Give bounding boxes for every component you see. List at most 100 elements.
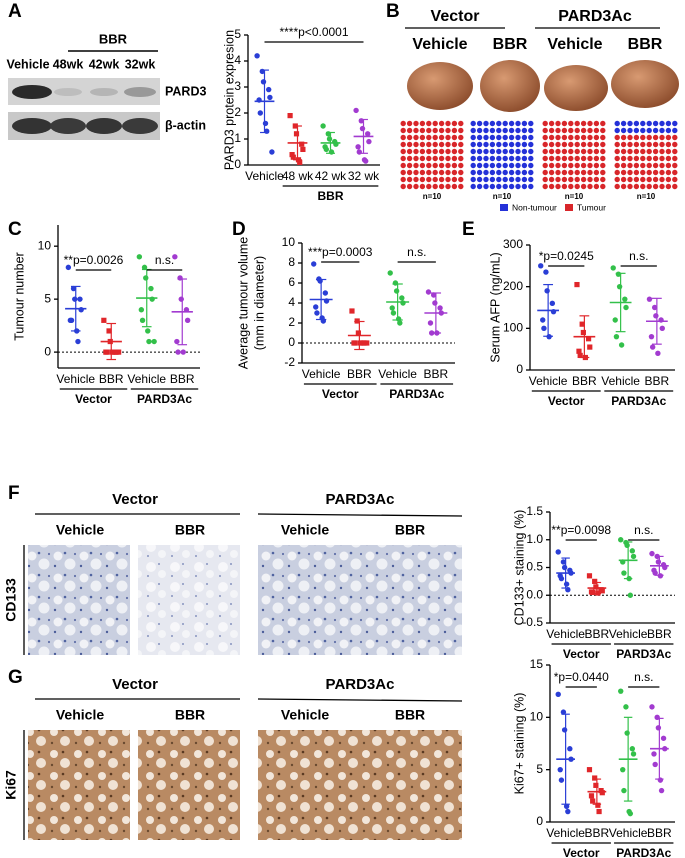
y-tick-label: 4 — [288, 295, 295, 309]
waffle-dot — [587, 148, 593, 155]
x-tick-label: BBR — [585, 826, 610, 840]
blot-band — [124, 87, 156, 97]
data-point — [180, 349, 186, 355]
waffle-dot — [542, 169, 548, 176]
waffle-dot — [614, 134, 620, 141]
y-tick-label: 1 — [234, 131, 241, 145]
data-point — [618, 537, 624, 543]
waffle-dot — [672, 183, 678, 190]
waffle-dot — [561, 183, 568, 190]
data-point — [561, 727, 568, 733]
data-point — [151, 338, 157, 345]
waffle-dot — [574, 169, 580, 176]
data-point — [620, 766, 626, 773]
waffle-dot — [489, 183, 496, 190]
waffle-dot — [451, 183, 458, 190]
waffle-dot — [419, 148, 426, 155]
waffle-dot — [470, 120, 476, 127]
waffle-dot — [419, 162, 426, 169]
data-point — [651, 304, 658, 311]
waffle-dot — [438, 162, 445, 169]
data-point — [627, 810, 634, 817]
waffle-dot — [400, 162, 406, 169]
waffle-dot — [548, 183, 555, 190]
data-point — [590, 589, 596, 596]
waffle-dot — [640, 141, 646, 148]
liver-photo — [611, 60, 679, 108]
histology-group: Vector — [112, 491, 158, 508]
y-tick-label: 15 — [530, 657, 544, 671]
waffle-dot — [555, 176, 561, 183]
waffle-dot — [432, 141, 438, 148]
waffle-dot — [502, 183, 508, 190]
waffle-dot — [515, 169, 521, 176]
data-point — [352, 340, 358, 346]
data-point — [387, 270, 393, 276]
data-point — [397, 320, 403, 326]
liver-column: Vehicle — [547, 36, 602, 53]
waffle-dot — [515, 127, 521, 134]
waffle-dot — [640, 120, 646, 127]
waffle-dot — [593, 120, 600, 127]
waffle-dot — [489, 155, 496, 162]
y-tick-label: 6 — [288, 275, 295, 289]
waffle-dot — [646, 141, 652, 148]
histology-image — [360, 730, 462, 840]
waffle-dot — [489, 134, 496, 141]
x-tick-label: BBR — [572, 374, 597, 388]
waffle-dot — [458, 120, 464, 127]
waffle-dot — [633, 176, 640, 183]
x-tick-label: Vehicle — [56, 372, 95, 386]
waffle-dot — [633, 134, 640, 141]
waffle-dot — [600, 169, 606, 176]
data-point — [290, 154, 296, 160]
data-point — [538, 263, 544, 269]
data-point — [257, 110, 263, 116]
data-point — [560, 559, 567, 565]
data-point — [653, 313, 659, 319]
waffle-dot — [561, 169, 568, 176]
data-point — [623, 704, 629, 710]
waffle-dot — [672, 155, 678, 162]
waffle-dot — [496, 141, 502, 148]
waffle-dot — [593, 127, 600, 134]
waffle-dot — [451, 148, 458, 155]
waffle-dot — [652, 141, 659, 148]
waffle-dot — [627, 183, 633, 190]
waffle-dot — [521, 141, 528, 148]
y-tick-label: 5 — [44, 291, 51, 305]
waffle-dot — [476, 183, 483, 190]
data-point — [592, 578, 598, 584]
data-point — [649, 344, 656, 350]
waffle-dot — [672, 176, 678, 183]
waffle-dot — [652, 127, 659, 134]
waffle-dot — [659, 120, 665, 127]
waffle-dot — [451, 162, 458, 169]
liver-group: PARD3Ac — [558, 8, 632, 25]
histology-group: PARD3Ac — [326, 676, 395, 693]
waffle-dot — [528, 183, 534, 190]
waffle-dot — [627, 162, 633, 169]
waffle-dot — [496, 120, 502, 127]
data-point — [560, 709, 567, 715]
waffle-dot — [445, 176, 451, 183]
waffle-dot — [528, 134, 534, 141]
data-point — [77, 296, 83, 302]
data-point — [430, 292, 437, 298]
waffle-dot — [502, 141, 508, 148]
waffle-dot — [445, 148, 451, 155]
waffle-dot — [489, 148, 496, 155]
data-point — [393, 288, 400, 294]
histology-group-line — [257, 513, 463, 517]
waffle-dot — [476, 176, 483, 183]
liver-photo — [407, 62, 473, 110]
waffle-dot — [633, 148, 640, 155]
waffle-dot — [672, 120, 678, 127]
data-point — [557, 766, 563, 773]
waffle-dot — [515, 176, 521, 183]
y-axis-label: Tumour number — [12, 252, 26, 340]
waffle-dot — [627, 127, 633, 134]
waffle-dot — [646, 120, 652, 127]
waffle-dot — [640, 169, 646, 176]
waffle-dot — [426, 155, 432, 162]
